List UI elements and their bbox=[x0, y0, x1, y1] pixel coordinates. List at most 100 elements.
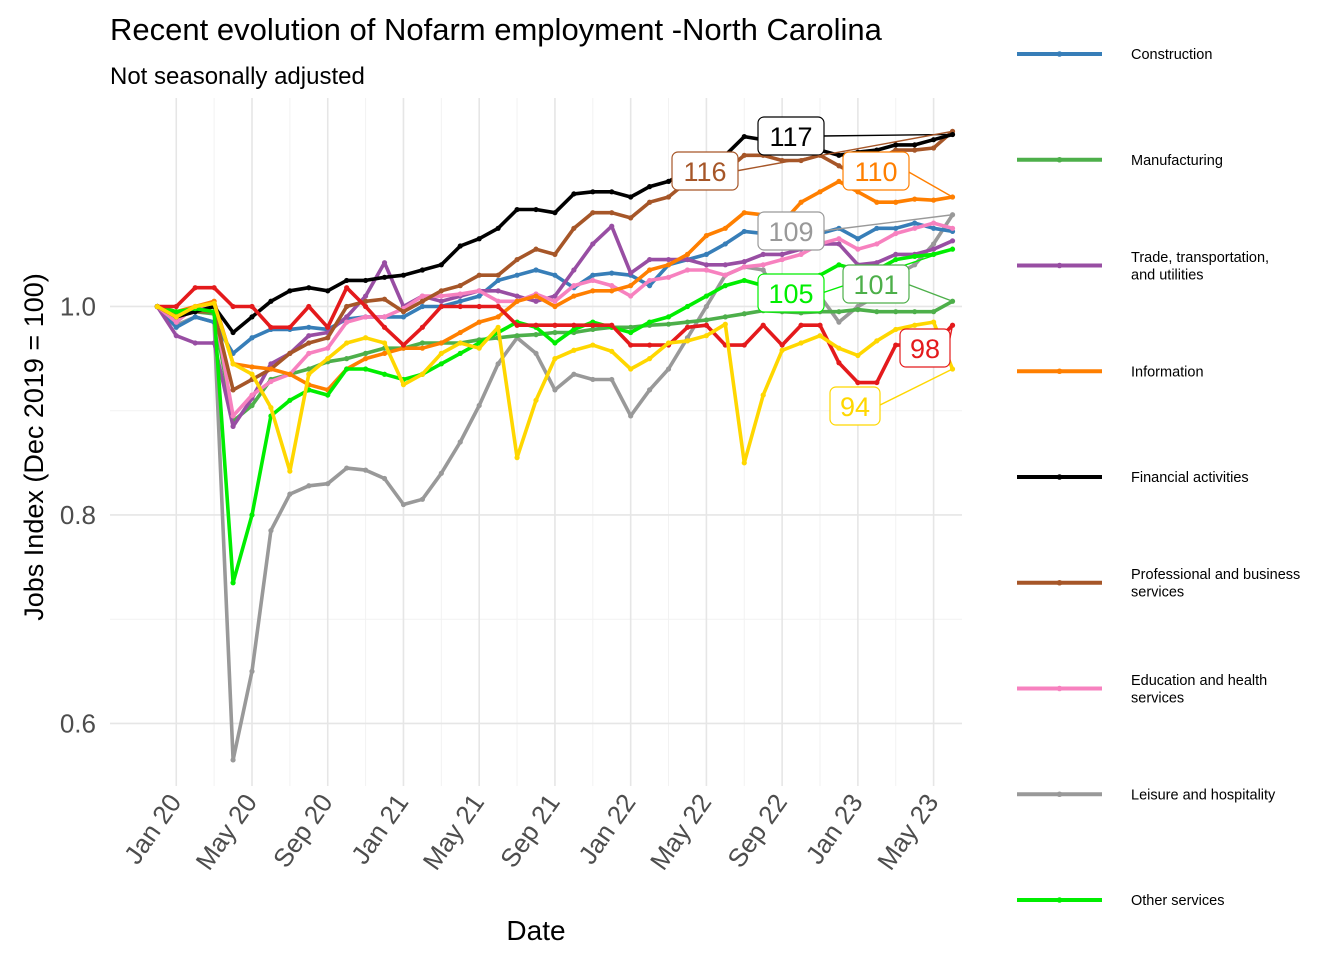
data-point bbox=[817, 322, 823, 328]
data-point bbox=[722, 262, 728, 268]
data-point bbox=[609, 376, 615, 383]
data-point bbox=[836, 345, 842, 351]
data-point bbox=[249, 314, 255, 320]
label-value: 105 bbox=[768, 279, 813, 309]
data-point bbox=[949, 131, 956, 138]
data-point bbox=[363, 350, 369, 356]
data-point bbox=[438, 350, 444, 356]
data-point bbox=[722, 272, 728, 278]
data-point bbox=[344, 319, 350, 325]
data-point bbox=[949, 225, 956, 231]
data-point bbox=[779, 251, 785, 257]
series-government bbox=[154, 285, 956, 386]
data-point bbox=[722, 314, 728, 320]
data-point bbox=[287, 324, 293, 330]
data-point bbox=[438, 303, 444, 310]
data-point bbox=[344, 285, 350, 291]
data-point bbox=[363, 298, 369, 304]
data-point bbox=[419, 345, 425, 351]
data-point bbox=[552, 356, 558, 362]
data-point bbox=[647, 283, 653, 289]
data-point bbox=[628, 270, 634, 276]
data-point bbox=[665, 314, 672, 320]
data-point bbox=[400, 342, 407, 348]
data-point bbox=[874, 379, 880, 386]
data-point bbox=[912, 253, 918, 260]
legend-item-other-services: Other services bbox=[1017, 893, 1224, 909]
legend-item-manufacturing: Manufacturing bbox=[1017, 153, 1223, 169]
data-point bbox=[381, 296, 388, 302]
data-point bbox=[931, 246, 937, 252]
data-point bbox=[893, 142, 899, 148]
data-point bbox=[363, 303, 369, 310]
label-box bbox=[899, 328, 951, 368]
data-point bbox=[230, 329, 236, 336]
data-point bbox=[722, 283, 728, 289]
data-point bbox=[590, 376, 596, 383]
data-point bbox=[495, 324, 501, 330]
data-point bbox=[571, 283, 577, 289]
x-axis-title: Date bbox=[506, 915, 565, 946]
data-point bbox=[609, 210, 615, 216]
legend-label: Professional and business bbox=[1131, 567, 1300, 583]
data-point bbox=[722, 241, 728, 247]
y-axis-title: Jobs Index (Dec 2019 = 100) bbox=[19, 273, 49, 620]
data-point bbox=[533, 267, 539, 273]
data-point bbox=[949, 212, 956, 218]
data-point bbox=[457, 291, 463, 297]
data-point bbox=[703, 233, 710, 239]
legend-item-information: Information bbox=[1017, 364, 1204, 380]
data-point bbox=[325, 356, 331, 362]
data-point bbox=[514, 333, 520, 339]
data-point bbox=[571, 293, 577, 299]
data-point bbox=[912, 147, 918, 153]
data-point bbox=[514, 455, 520, 461]
data-point bbox=[344, 340, 350, 346]
data-point bbox=[552, 340, 558, 346]
label-box bbox=[829, 386, 881, 426]
legend-label: Financial activities bbox=[1131, 470, 1249, 486]
data-point bbox=[949, 238, 956, 244]
data-point bbox=[457, 283, 463, 289]
data-point bbox=[760, 322, 766, 328]
data-point bbox=[363, 366, 369, 372]
data-point bbox=[703, 333, 710, 339]
data-point bbox=[571, 371, 577, 377]
data-point bbox=[893, 251, 899, 257]
data-point bbox=[287, 397, 293, 403]
data-point bbox=[609, 223, 615, 229]
data-point bbox=[154, 303, 160, 310]
data-point bbox=[552, 293, 558, 299]
label-box bbox=[842, 264, 910, 304]
data-point bbox=[741, 210, 747, 216]
data-point bbox=[514, 322, 520, 328]
legend-item-financial-activities: Financial activities bbox=[1017, 470, 1249, 486]
end-label-101: 101 bbox=[842, 264, 953, 304]
label-box bbox=[757, 116, 825, 156]
data-point bbox=[665, 274, 672, 280]
data-point bbox=[684, 338, 691, 344]
data-point bbox=[419, 496, 425, 502]
data-point bbox=[476, 272, 482, 278]
data-point bbox=[381, 324, 388, 330]
data-point bbox=[325, 481, 331, 487]
data-point bbox=[855, 246, 861, 252]
legend-label: and utilities bbox=[1131, 267, 1204, 283]
data-point bbox=[647, 319, 653, 325]
data-point bbox=[628, 194, 634, 200]
data-point bbox=[836, 178, 842, 184]
data-point bbox=[665, 366, 672, 372]
legend: Construction Manufacturing Trade, transpor… bbox=[1017, 47, 1300, 909]
data-point bbox=[779, 347, 785, 353]
data-point bbox=[344, 366, 350, 372]
data-point bbox=[476, 293, 482, 299]
data-point bbox=[684, 267, 691, 273]
x-tick-label: May 21 bbox=[417, 788, 490, 875]
legend-item-leisure-and-hospitality: Leisure and hospitality bbox=[1017, 787, 1276, 803]
data-point bbox=[457, 243, 463, 249]
data-point bbox=[173, 314, 179, 320]
data-point bbox=[381, 371, 388, 377]
label-box bbox=[757, 211, 825, 251]
